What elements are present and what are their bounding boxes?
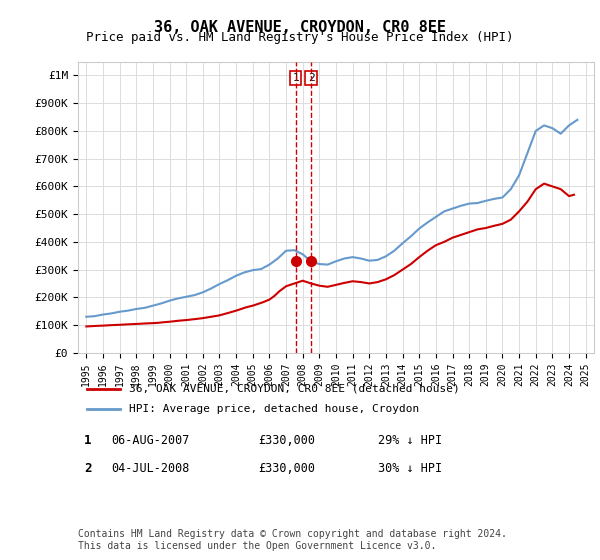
Text: £330,000: £330,000 [258, 462, 315, 475]
Text: Price paid vs. HM Land Registry's House Price Index (HPI): Price paid vs. HM Land Registry's House … [86, 31, 514, 44]
Text: 04-JUL-2008: 04-JUL-2008 [111, 462, 190, 475]
Text: £330,000: £330,000 [258, 434, 315, 447]
Text: 36, OAK AVENUE, CROYDON, CR0 8EE (detached house): 36, OAK AVENUE, CROYDON, CR0 8EE (detach… [130, 384, 460, 394]
Text: HPI: Average price, detached house, Croydon: HPI: Average price, detached house, Croy… [130, 404, 420, 414]
Text: 30% ↓ HPI: 30% ↓ HPI [378, 462, 442, 475]
Text: Contains HM Land Registry data © Crown copyright and database right 2024.
This d: Contains HM Land Registry data © Crown c… [78, 529, 507, 551]
Text: 36, OAK AVENUE, CROYDON, CR0 8EE: 36, OAK AVENUE, CROYDON, CR0 8EE [154, 20, 446, 35]
Text: 1: 1 [292, 73, 299, 83]
Text: 1: 1 [84, 435, 91, 447]
Text: 2: 2 [308, 73, 314, 83]
Text: 29% ↓ HPI: 29% ↓ HPI [378, 434, 442, 447]
Text: 2: 2 [84, 463, 91, 475]
Text: 06-AUG-2007: 06-AUG-2007 [111, 434, 190, 447]
